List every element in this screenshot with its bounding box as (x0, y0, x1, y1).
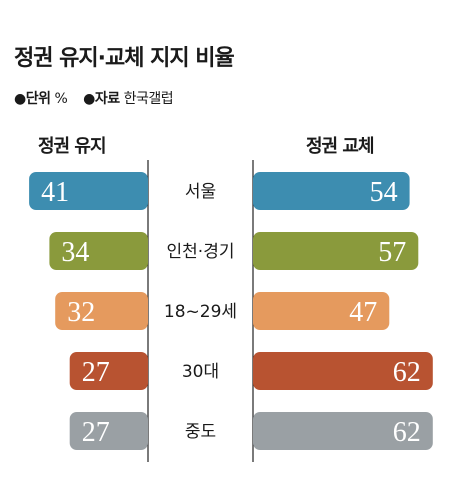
value-label-left-4: 27 (82, 417, 110, 448)
category-label-1: 인천·경기 (167, 242, 235, 262)
value-label-right-4: 62 (393, 417, 421, 448)
value-label-left-3: 27 (82, 357, 110, 388)
chart-title: 정권 유지·교체 지지 비율 (14, 46, 235, 71)
category-label-2: 18~29세 (164, 302, 237, 322)
unit-key: ●단위 (14, 91, 51, 107)
source-value: 한국갤럽 (123, 91, 174, 107)
category-label-4: 중도 (185, 422, 216, 442)
value-label-left-1: 34 (61, 237, 89, 268)
value-label-right-2: 47 (349, 297, 377, 328)
value-label-right-3: 62 (393, 357, 421, 388)
bar-left-2 (55, 292, 149, 330)
bar-right-1 (253, 232, 419, 270)
value-label-right-1: 57 (378, 237, 406, 268)
right-series-label: 정권 교체 (306, 136, 375, 157)
bar-right-4 (253, 412, 433, 450)
bar-left-4 (69, 412, 148, 450)
chart-meta: ●단위 % ●자료 한국갤럽 (14, 88, 174, 108)
bar-right-2 (253, 292, 390, 330)
bar-left-1 (49, 232, 148, 270)
category-label-3: 30대 (182, 362, 219, 382)
bar-right-0 (253, 172, 410, 210)
left-series-label: 정권 유지 (38, 136, 107, 157)
source-key: ●자료 (83, 91, 120, 107)
bar-left-0 (29, 172, 149, 210)
category-label-0: 서울 (185, 182, 216, 202)
value-label-right-0: 54 (370, 177, 398, 208)
value-label-left-2: 32 (67, 297, 95, 328)
value-label-left-0: 41 (41, 177, 69, 208)
unit-value: % (54, 91, 68, 107)
bar-left-3 (69, 352, 148, 390)
bar-right-3 (253, 352, 433, 390)
